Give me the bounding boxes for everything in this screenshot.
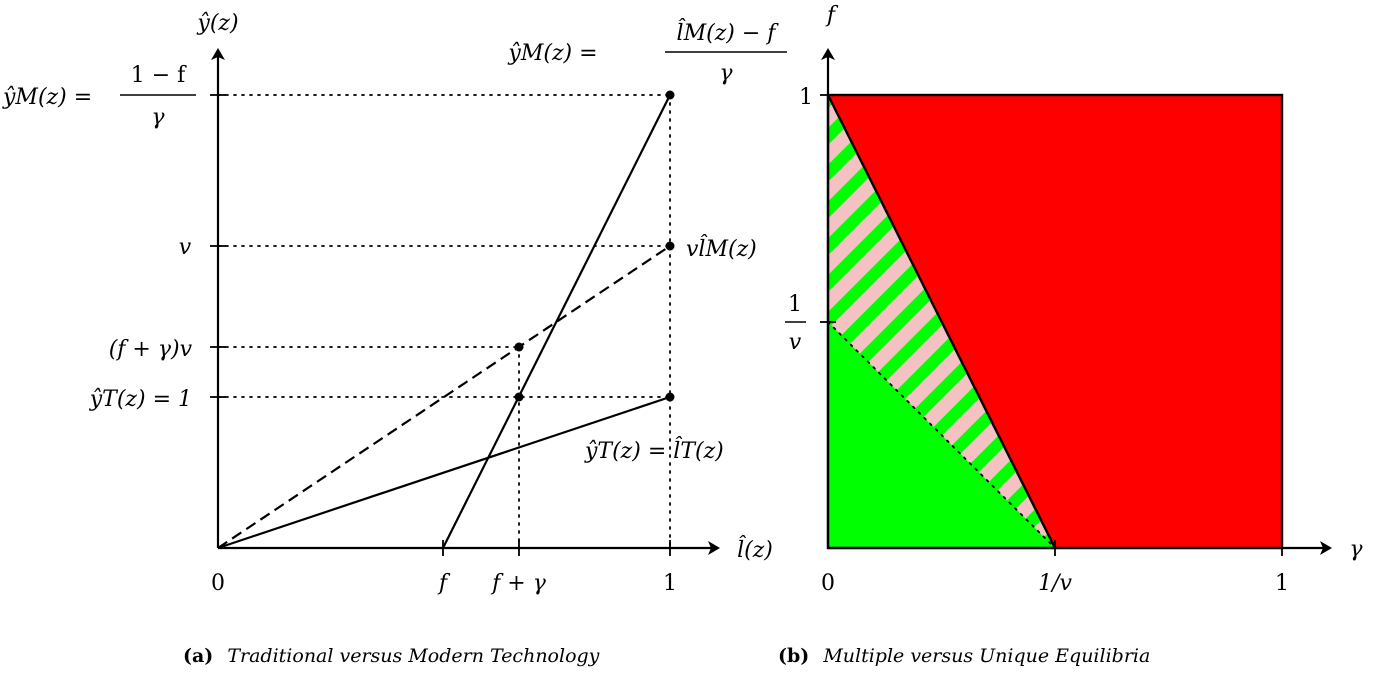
b-x-tick-1v: 1/v <box>1038 571 1072 596</box>
caption-a: (a) Traditional versus Modern Technology <box>183 645 600 667</box>
point-fgv <box>514 342 524 352</box>
vl-dashed-line <box>217 245 671 549</box>
x-tick-1: 1 <box>663 571 677 596</box>
point-top <box>665 90 675 100</box>
y-label-top-den: γ <box>151 105 165 130</box>
traditional-output-line <box>217 395 671 550</box>
point-yt <box>665 392 675 402</box>
multiple-boundary <box>826 94 1057 549</box>
label-modern-num: l̂M(z) − f <box>677 19 780 46</box>
label-modern-den: γ <box>719 61 733 86</box>
b-y-axis-label: f <box>825 3 839 28</box>
y-label-v: v <box>179 235 192 260</box>
label-traditional: ŷT(z) = l̂T(z) <box>584 437 724 464</box>
panel-b: f γ 0 1/v 1 1 1 v (b) Multiple versus Un… <box>778 3 1363 667</box>
a-y-axis-label: ŷ(z) <box>196 11 238 36</box>
x-tick-fg: f + γ <box>490 571 547 596</box>
x-tick-f: f <box>437 571 451 596</box>
b-x-tick-0: 0 <box>821 571 835 596</box>
panel-a: ŷ(z) l̂(z) 0 f f + γ 1 ŷM(z) = 1 − f γ v… <box>2 11 787 667</box>
b-x-axis-label: γ <box>1349 537 1363 562</box>
y-label-top-lhs: ŷM(z) = <box>2 85 92 110</box>
x-tick-0: 0 <box>211 571 225 596</box>
label-modern-lhs: ŷM(z) = <box>507 41 597 66</box>
a-x-axis-label: l̂(z) <box>737 536 773 563</box>
b-y-tick-frac-num: 1 <box>788 292 802 317</box>
unique-boundary-dotted <box>827 321 1056 549</box>
y-label-fgv: (f + γ)v <box>109 337 193 362</box>
point-fg-yt <box>514 392 524 402</box>
y-label-top-num: 1 − f <box>131 63 187 88</box>
b-y-tick-frac-den: v <box>789 330 802 355</box>
caption-b: (b) Multiple versus Unique Equilibria <box>778 645 1150 667</box>
label-vl: vl̂M(z) <box>686 235 757 262</box>
b-y-tick-1: 1 <box>799 85 813 110</box>
b-x-tick-1: 1 <box>1275 571 1289 596</box>
modern-output-line <box>442 94 671 549</box>
point-v <box>665 241 675 251</box>
y-label-yt: ŷT(z) = 1 <box>89 387 192 412</box>
